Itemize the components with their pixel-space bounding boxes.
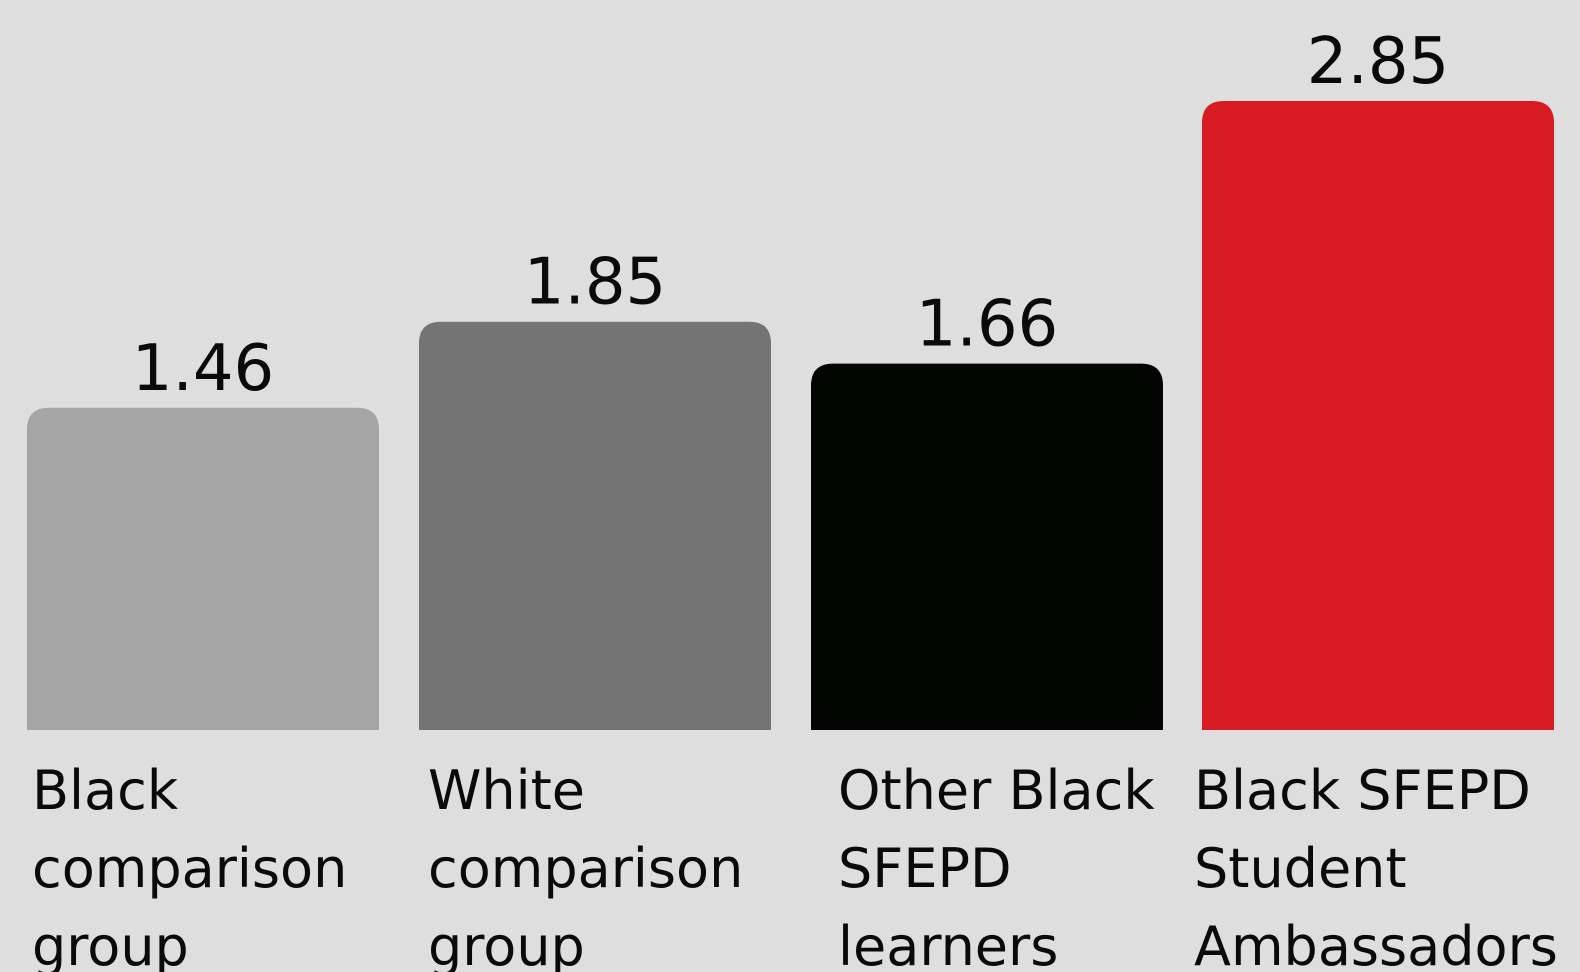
bar-3 [1202,101,1554,730]
category-label-3: Black SFEPD Student Ambassadors [1194,759,1558,972]
value-label-0: 1.46 [132,332,275,406]
value-label-3: 2.85 [1307,25,1450,99]
category-label-0: Black comparison group [32,759,348,972]
value-label-1: 1.85 [524,246,667,320]
bar-1 [419,321,771,730]
category-label-1: White comparison group [428,759,744,972]
value-label-2: 1.66 [916,288,1059,362]
category-label-2: Other Black SFEPD learners [838,759,1155,972]
bar-0 [27,407,379,730]
bar-2 [811,363,1163,730]
